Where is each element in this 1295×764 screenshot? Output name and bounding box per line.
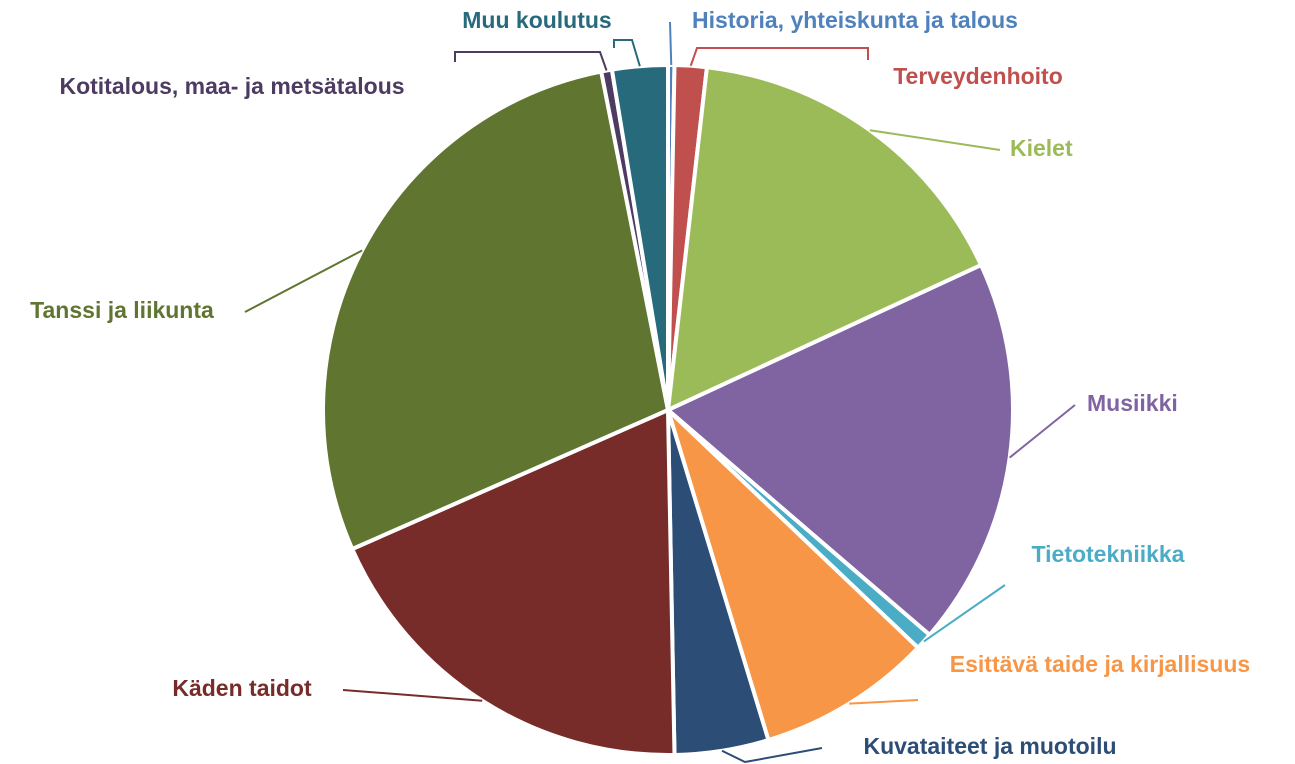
slice-label: Muu koulutus (462, 7, 611, 33)
slice-label: Kotitalous, maa- ja metsätalous (59, 73, 404, 99)
pie-slice (349, 406, 677, 757)
slice-label: Tietotekniikka (1032, 541, 1185, 567)
leader-line (849, 699, 919, 705)
leader-line (669, 21, 673, 66)
pie-slice (663, 403, 921, 743)
slice-label: Esittävä taide ja kirjallisuus (950, 651, 1250, 677)
leader-line (689, 47, 869, 67)
slice-label: Tanssi ja liikunta (30, 297, 214, 323)
slice-label: Terveydenhoito (893, 63, 1063, 89)
leader-line (1009, 404, 1076, 459)
pie-slice (665, 64, 984, 414)
leader-line (454, 51, 608, 71)
leader-line (613, 39, 641, 67)
slice-label: Käden taidot (172, 675, 312, 701)
slice-label: Kielet (1010, 135, 1073, 161)
slice-label: Musiikki (1087, 390, 1178, 416)
leader-line (721, 747, 823, 764)
leader-line (342, 689, 483, 702)
leader-line (869, 129, 1001, 151)
slice-label: Historia, yhteiskunta ja talous (692, 7, 1018, 33)
slice-label: Kuvataiteet ja muotoilu (863, 733, 1116, 759)
leader-line (923, 584, 1006, 643)
leader-line (244, 249, 363, 313)
